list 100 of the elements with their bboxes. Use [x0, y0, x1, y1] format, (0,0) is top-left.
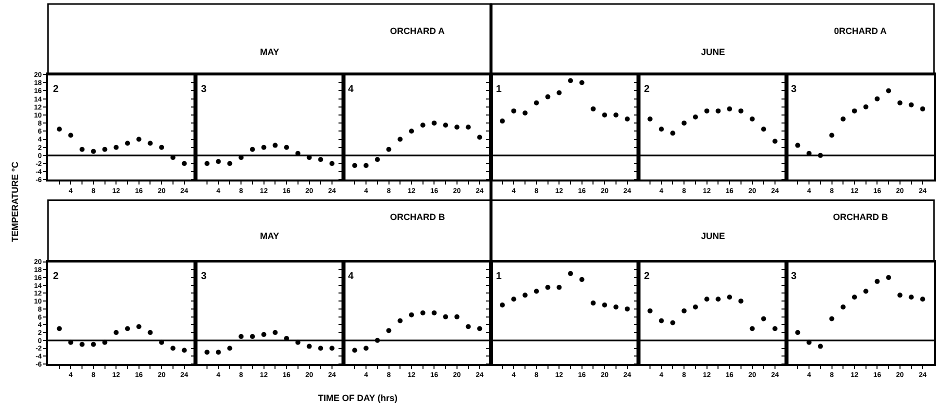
point	[227, 161, 232, 166]
point	[908, 102, 914, 108]
point	[432, 310, 437, 316]
point	[250, 146, 255, 152]
point	[727, 106, 732, 112]
point	[250, 334, 255, 339]
point	[216, 158, 221, 164]
point	[863, 104, 868, 110]
point	[318, 156, 324, 162]
point	[602, 302, 608, 308]
point	[454, 314, 460, 320]
point	[590, 106, 596, 112]
point	[704, 108, 710, 114]
point	[511, 296, 516, 302]
point	[80, 146, 85, 152]
point	[658, 318, 664, 324]
chart-title: MAY	[260, 47, 280, 57]
point	[284, 144, 290, 150]
point	[579, 276, 584, 282]
point	[818, 344, 823, 349]
point	[408, 312, 414, 318]
point	[227, 346, 232, 351]
point	[682, 120, 687, 126]
point	[886, 88, 892, 94]
point	[761, 316, 766, 322]
point	[534, 288, 539, 294]
point	[545, 284, 550, 290]
chart-title: 0RCHARD A	[834, 26, 888, 36]
point	[795, 142, 800, 148]
point	[136, 136, 142, 142]
point	[738, 108, 744, 114]
point	[750, 116, 755, 122]
point	[908, 294, 914, 300]
point	[920, 296, 926, 302]
point	[522, 110, 528, 116]
point	[318, 346, 324, 351]
point	[364, 346, 369, 351]
point	[738, 298, 744, 304]
point	[624, 116, 630, 122]
point	[329, 161, 334, 166]
point	[716, 296, 721, 302]
point	[306, 344, 312, 349]
point	[432, 120, 437, 126]
point	[364, 163, 369, 168]
point	[624, 306, 630, 312]
point	[170, 346, 176, 351]
point	[613, 304, 618, 310]
point	[704, 296, 710, 302]
annotation: 3	[791, 271, 797, 282]
point	[216, 350, 221, 355]
point	[568, 271, 574, 276]
point	[182, 348, 187, 353]
chart-title: ORCHARD B	[833, 212, 888, 222]
annotation: 1	[496, 271, 502, 282]
point	[886, 274, 892, 280]
point	[182, 161, 187, 166]
point	[840, 304, 846, 310]
point	[238, 334, 244, 339]
point	[920, 106, 926, 112]
point	[795, 330, 800, 336]
y-axis-title: TEMPERATURE °C	[10, 161, 20, 242]
point	[102, 146, 108, 152]
point	[398, 136, 403, 142]
point	[761, 126, 766, 132]
point	[579, 80, 584, 86]
point	[829, 316, 834, 322]
point	[556, 90, 562, 96]
point	[56, 326, 62, 332]
point	[874, 96, 880, 102]
annotation: 4	[348, 271, 354, 282]
point	[500, 118, 505, 124]
point	[56, 126, 62, 132]
point	[420, 310, 426, 316]
point	[204, 161, 210, 166]
chart-title: ORCHARD A	[390, 26, 446, 36]
annotation: 3	[201, 271, 207, 282]
point	[716, 108, 721, 114]
point	[874, 278, 880, 284]
point	[125, 140, 130, 146]
point	[420, 122, 426, 128]
point	[398, 318, 403, 324]
point	[466, 124, 471, 130]
point	[261, 144, 266, 150]
point	[602, 112, 608, 118]
point	[500, 302, 505, 308]
point	[159, 144, 164, 150]
point	[829, 132, 834, 138]
point	[477, 134, 482, 140]
point	[727, 294, 732, 300]
annotation: 3	[201, 84, 207, 95]
chart-title: JUNE	[701, 47, 726, 57]
point	[386, 328, 392, 334]
point	[80, 342, 85, 347]
point	[272, 142, 278, 148]
point	[522, 292, 528, 298]
point	[670, 320, 676, 326]
point	[114, 144, 119, 150]
point	[511, 108, 516, 114]
point	[261, 332, 266, 338]
point	[204, 350, 210, 355]
